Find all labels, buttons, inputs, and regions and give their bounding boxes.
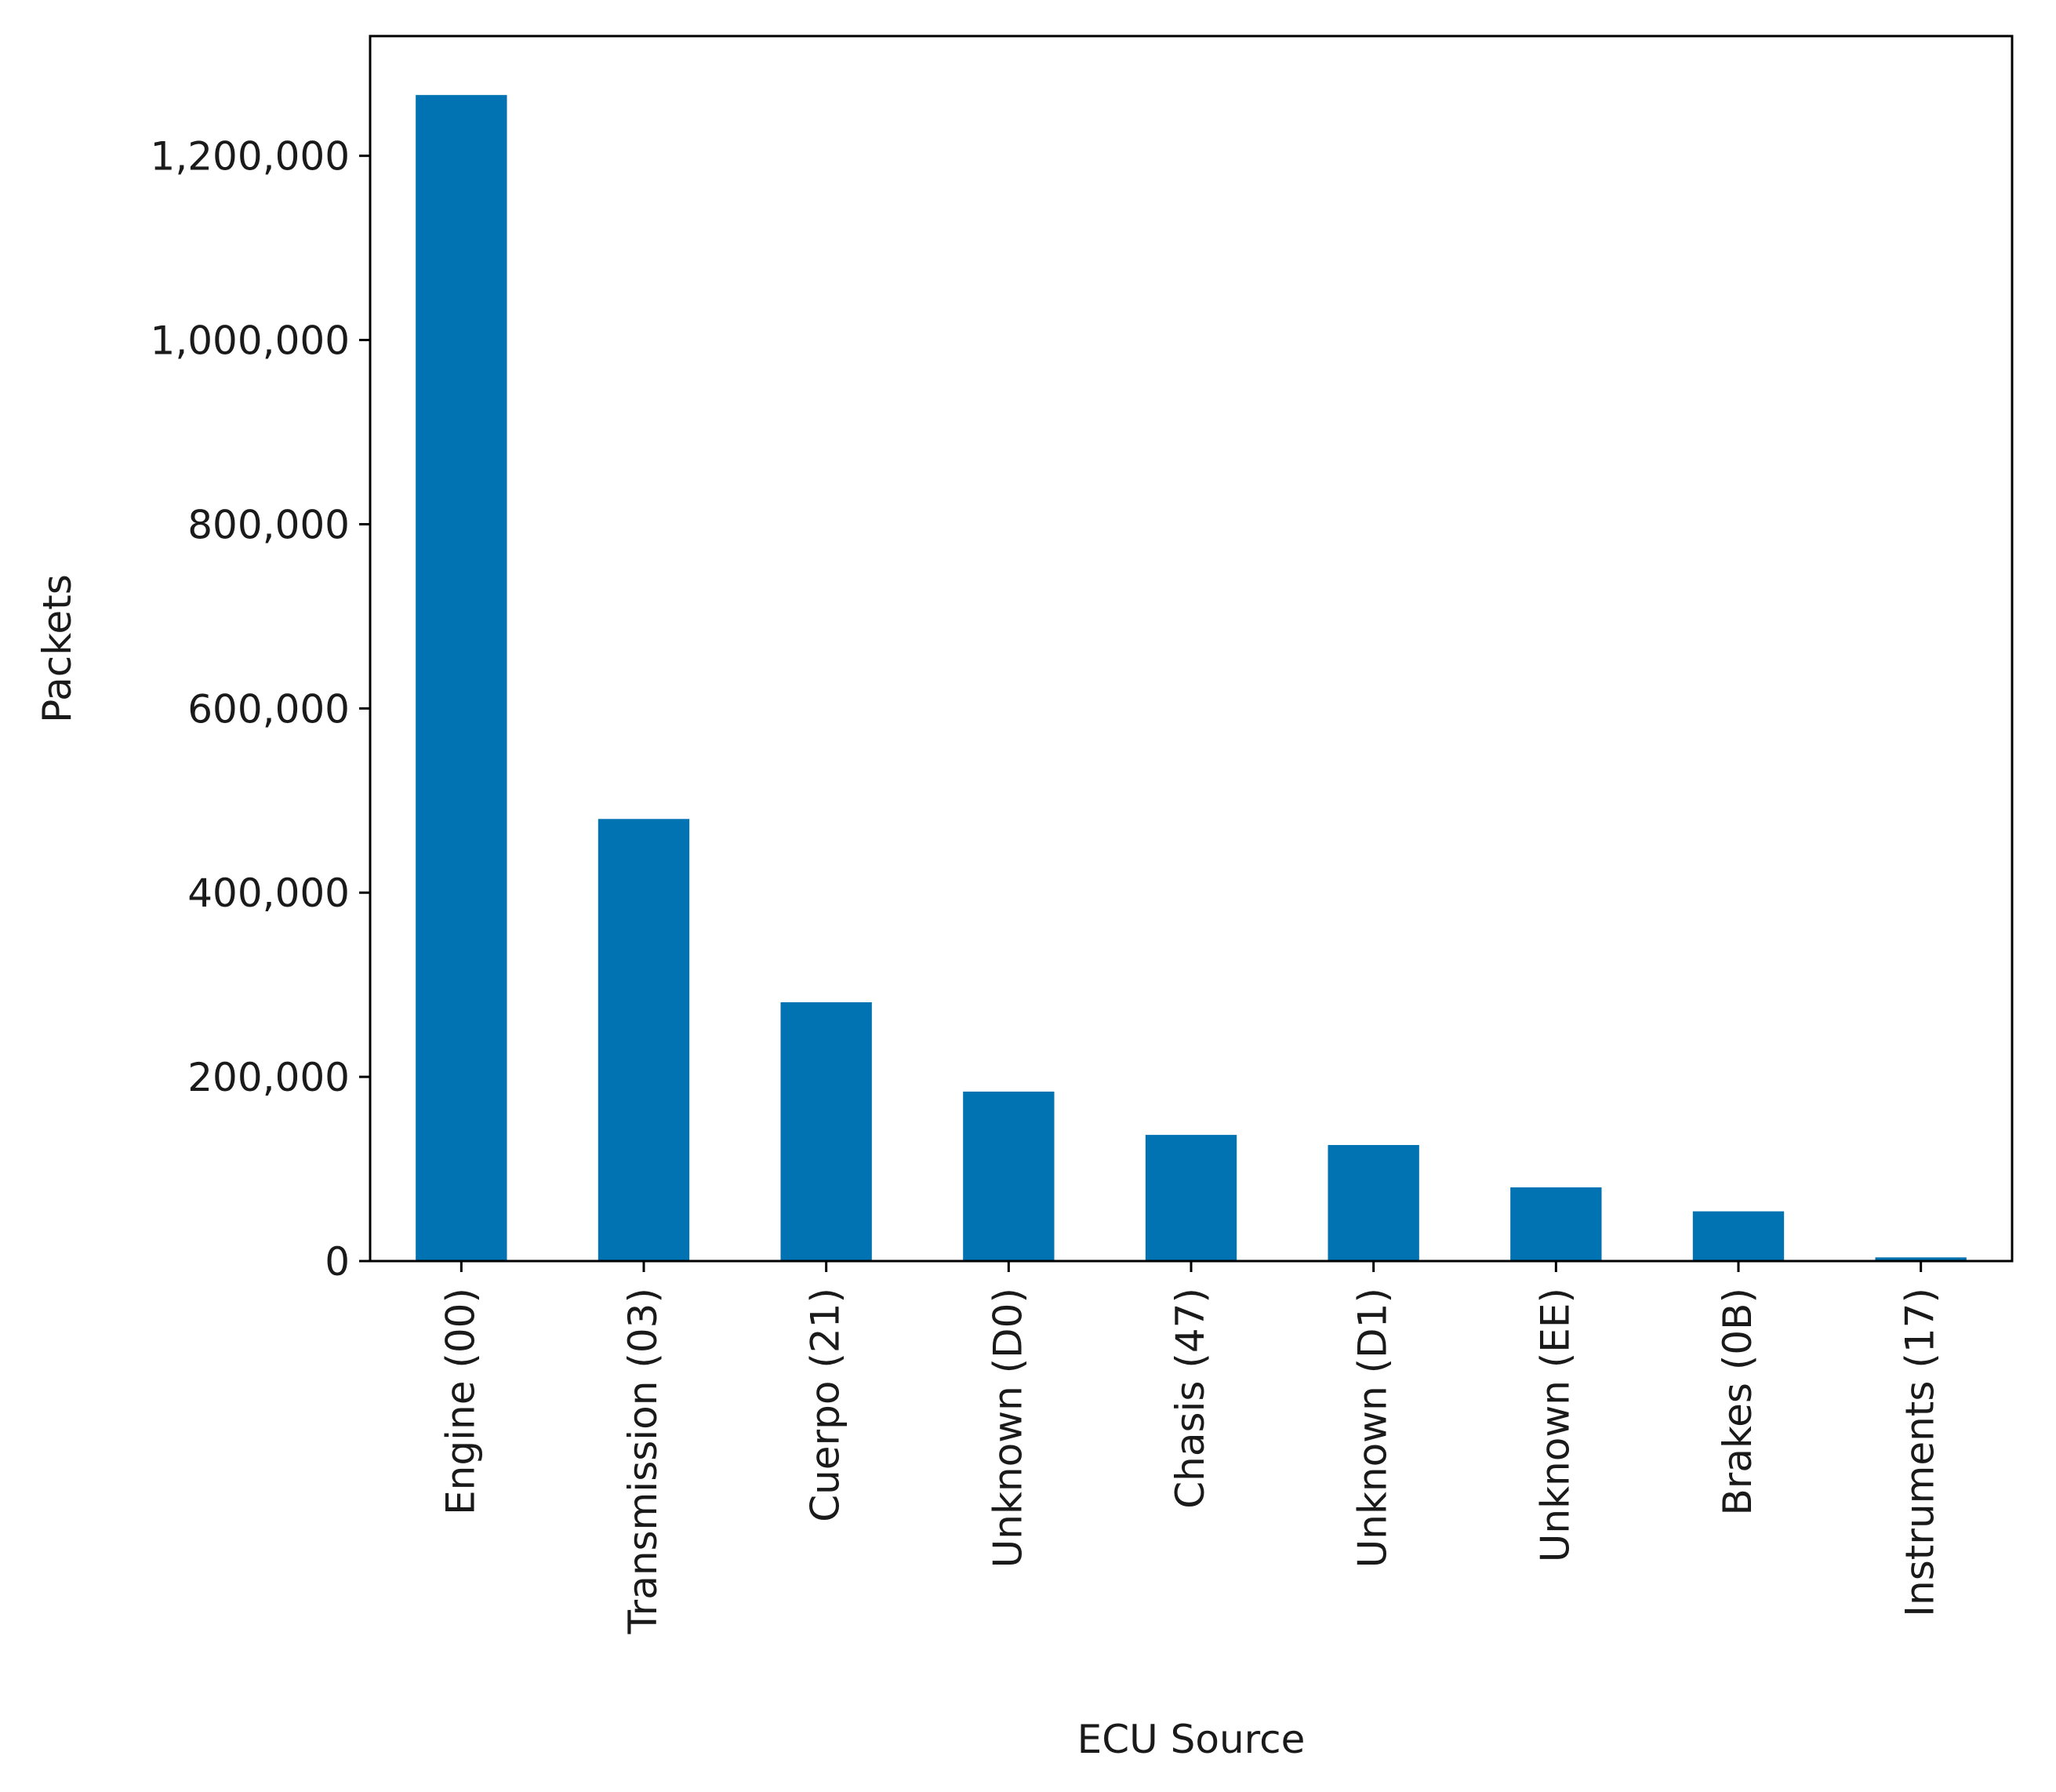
- y-tick-label: 800,000: [187, 502, 350, 547]
- x-axis-label: ECU Source: [1077, 1717, 1306, 1762]
- bar: [1875, 1257, 1967, 1261]
- bar: [1328, 1145, 1419, 1261]
- y-axis-label: Packets: [35, 574, 80, 723]
- bar: [780, 1001, 872, 1261]
- y-tick-label: 200,000: [187, 1055, 350, 1100]
- plot-frame: [369, 35, 2014, 1263]
- bar: [1692, 1211, 1785, 1261]
- x-tick-label: Brakes (0B): [1715, 1288, 1760, 1516]
- x-tick-label: Engine (00): [438, 1288, 483, 1515]
- bar: [1510, 1187, 1602, 1261]
- x-axis: Engine (00) Transmission (03) Cuerpo (21) U…: [438, 1261, 1943, 1635]
- bar: [598, 819, 690, 1261]
- x-tick-label: Unknown (EE): [1532, 1288, 1578, 1562]
- x-tick-label: Chasis (47): [1168, 1288, 1213, 1509]
- x-tick-label: Cuerpo (21): [803, 1288, 848, 1522]
- bar: [1145, 1135, 1237, 1261]
- x-tick-label: Instruments (17): [1898, 1288, 1943, 1617]
- x-tick-label: Unknown (D0): [985, 1288, 1030, 1568]
- y-tick-label: 600,000: [187, 686, 350, 732]
- y-axis: 0 200,000 400,000 600,000 800,000 1,000,000 1,…: [151, 134, 370, 1285]
- x-tick-label: Transmission (03): [620, 1288, 666, 1635]
- y-tick-label: 1,200,000: [151, 134, 350, 180]
- y-tick-label: 400,000: [187, 871, 350, 916]
- y-tick-label: 1,000,000: [151, 318, 350, 364]
- y-tick-label: 0: [325, 1239, 350, 1285]
- x-tick-label: Unknown (D1): [1350, 1288, 1396, 1568]
- bar: [416, 95, 507, 1261]
- bars: [416, 95, 1967, 1261]
- bar: [963, 1091, 1055, 1261]
